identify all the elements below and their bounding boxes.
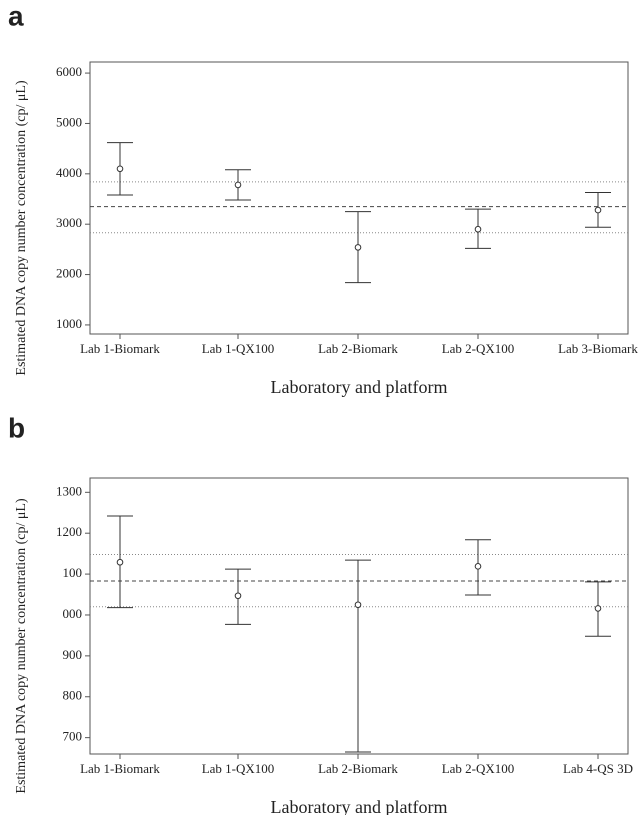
point [474, 225, 482, 233]
point [116, 165, 124, 173]
point [116, 558, 124, 566]
x-tick-label: Lab 1-QX100 [202, 341, 275, 356]
x-tick-label: Lab 3-Biomark [558, 341, 638, 356]
point [594, 605, 602, 612]
x-axis-label: Laboratory and platform [271, 377, 448, 397]
y-tick-label: 1200 [56, 524, 82, 539]
x-tick-label: Lab 1-Biomark [80, 341, 160, 356]
y-axis-label: Estimated DNA copy number concentration … [14, 498, 29, 794]
y-tick-label: 000 [63, 606, 83, 621]
panel-label: b [8, 412, 25, 443]
y-tick-label: 1000 [56, 316, 82, 331]
point [474, 563, 482, 570]
x-axis-label: Laboratory and platform [271, 797, 448, 815]
x-tick-label: Lab 2-Biomark [318, 341, 398, 356]
y-tick-label: 900 [63, 647, 83, 662]
plot-frame [89, 477, 629, 755]
x-tick-label: Lab 2-QX100 [442, 341, 515, 356]
y-tick-label: 800 [63, 688, 83, 703]
y-tick-label: 6000 [56, 64, 82, 79]
x-tick-label: Lab 2-QX100 [442, 761, 515, 776]
point [594, 206, 602, 214]
x-tick-label: Lab 2-Biomark [318, 761, 398, 776]
y-tick-label: 700 [63, 729, 83, 744]
point [234, 181, 242, 189]
y-tick-label: 3000 [56, 215, 82, 230]
y-tick-label: 100 [63, 565, 83, 580]
y-tick-label: 1300 [56, 483, 82, 498]
point [354, 601, 362, 609]
panel-label: a [8, 0, 24, 31]
plot-frame [89, 61, 629, 335]
y-axis-label: Estimated DNA copy number concentration … [14, 80, 29, 376]
y-tick-label: 5000 [56, 114, 82, 129]
point [354, 244, 362, 251]
y-tick-label: 4000 [56, 165, 82, 180]
x-tick-label: Lab 4-QS 3D [563, 761, 633, 776]
x-tick-label: Lab 1-QX100 [202, 761, 275, 776]
x-tick-label: Lab 1-Biomark [80, 761, 160, 776]
point [234, 592, 242, 600]
y-tick-label: 2000 [56, 266, 82, 281]
